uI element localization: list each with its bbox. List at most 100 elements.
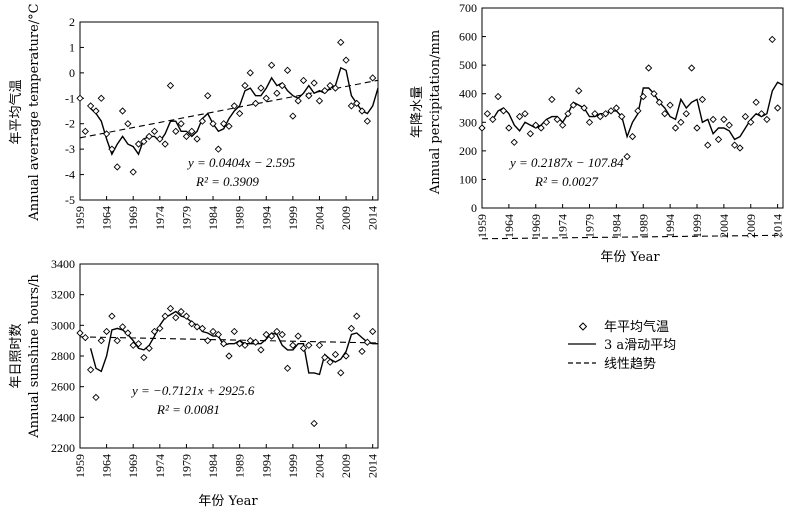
sunshine-chart: 年日照时数 Annual sunshine hours/h 年份 Year y … [9, 257, 380, 509]
precip-data-point [709, 115, 717, 124]
precip-ytick-label: 200 [459, 144, 477, 158]
sunshine-data-point [289, 341, 297, 349]
sunshine-data-point [353, 312, 361, 320]
precip-data-point [532, 121, 540, 129]
precip-equation: y = 0.2187x − 107.84 [508, 155, 624, 170]
sunshine-xtick-label: 1999 [286, 454, 300, 478]
temp-data-point [299, 76, 308, 85]
temp-data-point [353, 99, 361, 108]
precip-xtick-label: 1974 [556, 214, 570, 238]
temp-data-point [315, 97, 324, 105]
temp-data-point [278, 81, 286, 90]
sunshine-data-point [326, 358, 334, 366]
temp-data-point [166, 81, 175, 90]
temp-xtick-label: 1969 [126, 206, 140, 230]
precip-data-point [747, 118, 755, 126]
temp-ytick-label: -2 [65, 117, 75, 131]
sunshine-data-point [188, 320, 196, 328]
temp-ytick-label: 2 [69, 15, 75, 29]
temp-data-point [363, 117, 371, 125]
temp-data-point [369, 74, 377, 82]
temp-data-point [108, 145, 116, 153]
temp-data-point [156, 135, 164, 143]
sunshine-data-point [315, 341, 324, 349]
legend: 年平均气温 3 a滑动平均 线性趋势 [568, 319, 676, 372]
sunshine-data-point [156, 324, 164, 333]
precip-data-point [720, 115, 728, 124]
sunshine-data-point [220, 340, 228, 348]
precip-data-point [483, 110, 492, 118]
precip-data-point [714, 135, 723, 144]
precip-data-point [628, 132, 637, 141]
precip-trend-line [481, 234, 784, 240]
temp-data-point [161, 140, 169, 148]
temp-data-point [321, 87, 329, 95]
precip-ytick-label: 100 [459, 172, 477, 186]
temp-data-point [118, 107, 127, 115]
sunshine-ytick-label: 2600 [51, 380, 75, 394]
precip-data-point [505, 124, 513, 132]
temp-data-point [209, 120, 217, 128]
temp-xtick-label: 1989 [233, 206, 247, 230]
temp-data-point [214, 145, 222, 153]
temp-ytick-label: 0 [69, 66, 75, 80]
sunshine-data-point [150, 327, 159, 336]
sunshine-data-point [76, 329, 84, 337]
sunshine-data-point [246, 337, 254, 345]
sunshine-data-point [358, 347, 366, 356]
precip-data-point [537, 124, 545, 132]
temp-xtick-label: 2014 [366, 206, 380, 230]
sunshine-xtick-label: 2009 [339, 454, 353, 478]
temp-data-point [283, 66, 292, 74]
temp-data-point [251, 99, 260, 108]
sunshine-data-point [299, 344, 308, 352]
precip-data-point [580, 104, 588, 112]
precip-xlabel: 年份 Year [600, 250, 660, 265]
precip-data-point [687, 64, 696, 72]
sunshine-ytick-label: 2800 [51, 349, 75, 363]
temp-data-point [310, 79, 318, 87]
temp-xtick-label: 1994 [259, 206, 273, 230]
precip-data-point [682, 110, 690, 118]
precip-xtick-label: 2009 [744, 214, 758, 238]
sunshine-ylabel-en: Annual sunshine hours/h [27, 274, 42, 439]
temp-data-point [220, 120, 228, 128]
precip-plot-frame [481, 7, 784, 209]
precip-data-point [644, 64, 653, 72]
precipitation-chart: 年降水量 Annual percipitation/mm 年份 Year y =… [410, 1, 785, 265]
temp-xtick-label: 1999 [286, 206, 300, 230]
precip-data-point [601, 110, 610, 118]
precip-data-point [526, 130, 535, 138]
temp-data-point [331, 84, 340, 92]
precip-data-point [478, 124, 486, 132]
temp-data-point [193, 135, 201, 143]
sunshine-data-point [278, 330, 286, 339]
temp-data-point [241, 81, 249, 90]
sunshine-data-point [262, 330, 270, 339]
sunshine-data-point [193, 323, 201, 331]
sunshine-data-point [342, 352, 350, 360]
precip-xtick-label: 1994 [663, 214, 677, 238]
precip-data-point [596, 112, 604, 121]
sunshine-data-point [230, 327, 238, 336]
precip-data-point [634, 107, 642, 115]
sunshine-data-point [305, 341, 313, 349]
temp-data-point [177, 120, 185, 128]
sunshine-xtick-label: 1964 [100, 454, 114, 478]
sunshine-data-point [257, 346, 265, 354]
sunshine-data-point [81, 333, 89, 342]
sunshine-data-point [198, 324, 207, 333]
precip-data-point [553, 115, 561, 124]
temp-data-point [225, 122, 233, 130]
temp-xtick-label: 1984 [206, 206, 220, 230]
sunshine-xtick-label: 1994 [259, 454, 273, 478]
sunshine-data-point [225, 352, 233, 360]
sunshine-data-point [321, 353, 329, 362]
sunshine-xtick-label: 1979 [179, 454, 193, 478]
precip-data-point [591, 110, 599, 118]
sunshine-data-point [369, 327, 377, 336]
precip-xtick-label: 1959 [475, 214, 489, 238]
legend-label-moving-avg: 3 a滑动平均 [604, 338, 676, 353]
temp-data-point [92, 107, 100, 115]
sunshine-data-point [209, 327, 217, 336]
